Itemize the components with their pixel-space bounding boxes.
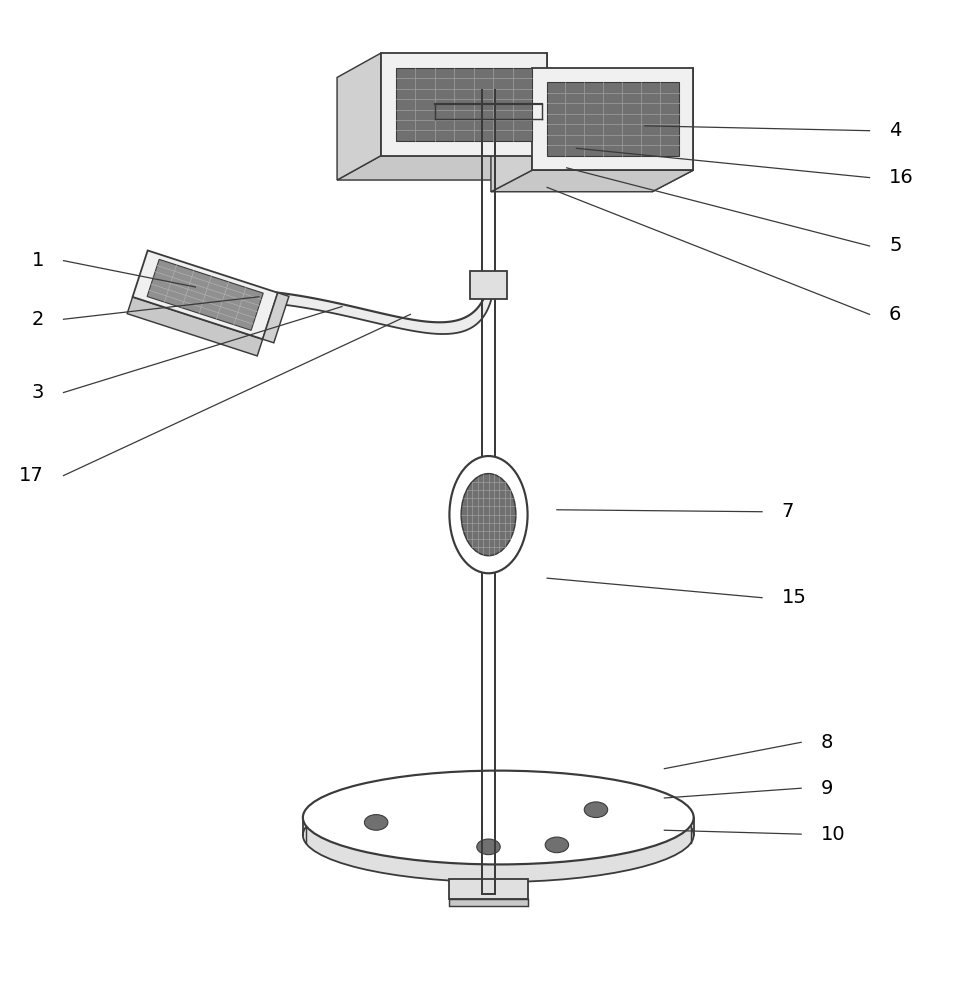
Polygon shape xyxy=(653,68,694,192)
Bar xyxy=(449,879,528,899)
Ellipse shape xyxy=(449,456,528,573)
Text: 5: 5 xyxy=(889,236,902,255)
Text: 3: 3 xyxy=(31,383,44,402)
Polygon shape xyxy=(396,68,532,141)
Text: 1: 1 xyxy=(31,251,44,270)
Text: 16: 16 xyxy=(889,168,913,187)
Text: 10: 10 xyxy=(821,825,845,844)
Polygon shape xyxy=(490,170,694,192)
Polygon shape xyxy=(337,53,381,180)
Text: 2: 2 xyxy=(31,310,44,329)
Ellipse shape xyxy=(364,815,388,830)
Text: 8: 8 xyxy=(821,733,833,752)
Text: 4: 4 xyxy=(889,121,902,140)
Polygon shape xyxy=(263,293,289,343)
Ellipse shape xyxy=(303,771,694,864)
Polygon shape xyxy=(148,259,263,330)
Text: 6: 6 xyxy=(889,305,902,324)
Text: 17: 17 xyxy=(20,466,44,485)
Text: 9: 9 xyxy=(821,779,833,798)
Bar xyxy=(449,899,528,906)
Text: 7: 7 xyxy=(782,502,794,521)
Ellipse shape xyxy=(477,839,500,855)
Ellipse shape xyxy=(545,837,569,853)
Polygon shape xyxy=(547,82,679,156)
Ellipse shape xyxy=(584,802,608,818)
Polygon shape xyxy=(244,285,492,334)
Polygon shape xyxy=(127,297,263,356)
Bar xyxy=(470,271,507,299)
Text: 15: 15 xyxy=(782,588,806,607)
Ellipse shape xyxy=(461,474,516,556)
Polygon shape xyxy=(531,68,694,170)
Polygon shape xyxy=(337,156,547,180)
Polygon shape xyxy=(490,68,531,192)
Polygon shape xyxy=(503,53,547,180)
Polygon shape xyxy=(133,250,277,339)
Polygon shape xyxy=(381,53,547,156)
Ellipse shape xyxy=(303,788,694,882)
